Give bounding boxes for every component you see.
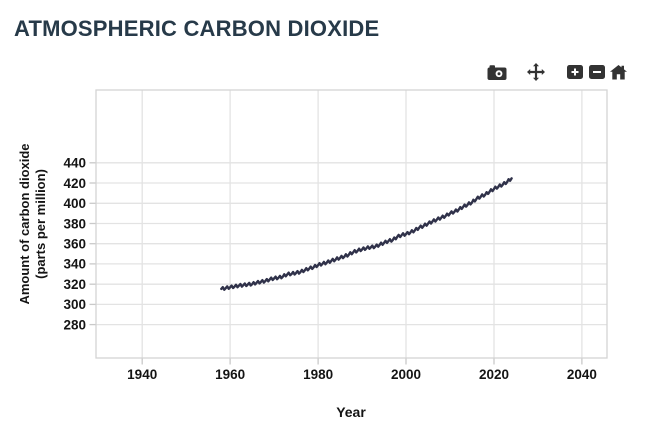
x-axis-title: Year (336, 404, 366, 420)
zoom-out-icon[interactable] (589, 65, 605, 79)
y-tick-label: 380 (63, 216, 86, 231)
plot-frame (95, 89, 608, 359)
y-tick-label: 280 (63, 317, 86, 332)
y-axis-title-line2: (parts per million) (33, 169, 48, 279)
y-tick-label: 320 (63, 277, 86, 292)
y-tick-label: 420 (63, 176, 86, 191)
x-tick-label: 2000 (391, 367, 421, 382)
y-tick-label: 340 (63, 257, 86, 272)
x-tick-label: 2040 (567, 367, 597, 382)
chart-toolbar (487, 62, 627, 82)
home-icon[interactable] (610, 64, 627, 80)
co2-series-line (220, 177, 513, 291)
page-title: ATMOSPHERIC CARBON DIOXIDE (14, 16, 380, 41)
camera-icon[interactable] (487, 64, 507, 81)
zoom-in-icon[interactable] (567, 65, 583, 79)
y-tick-label: 440 (63, 156, 86, 171)
y-tick-label: 400 (63, 196, 86, 211)
x-tick-label: 1980 (303, 367, 333, 382)
y-axis-title-line1: Amount of carbon dioxide (17, 143, 32, 304)
pan-icon[interactable] (527, 63, 545, 81)
x-tick-label: 1940 (127, 367, 157, 382)
x-tick-label: 1960 (215, 367, 245, 382)
x-tick-label: 2020 (479, 367, 509, 382)
y-tick-label: 300 (63, 297, 86, 312)
y-tick-label: 360 (63, 237, 86, 252)
